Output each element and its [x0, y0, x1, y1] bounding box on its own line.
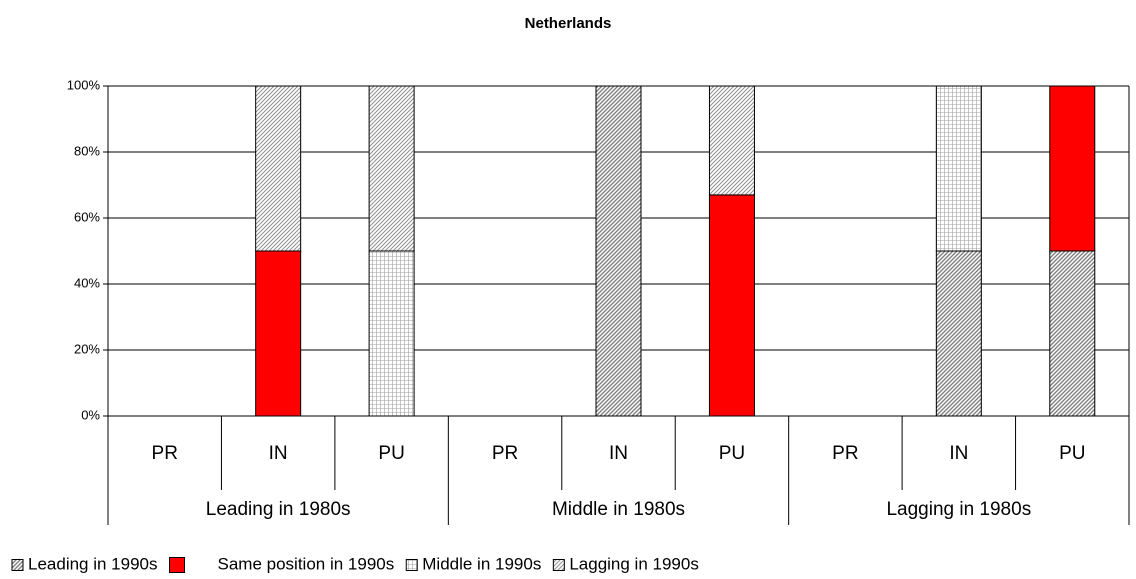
bar-segment	[368, 85, 415, 252]
bar-segment	[368, 250, 415, 417]
legend-label: Middle in 1990s	[422, 554, 541, 573]
legend-label: Leading in 1990s	[28, 554, 158, 573]
bar-segment	[255, 250, 302, 417]
chart-title: Netherlands	[525, 15, 612, 32]
bar-segment	[595, 85, 642, 417]
legend-swatch	[552, 559, 565, 571]
y-tick-label: 20%	[74, 341, 100, 356]
bar-segment	[1049, 250, 1096, 417]
bar-segment	[708, 194, 755, 417]
bar-segment	[1049, 85, 1096, 252]
legend-swatch	[169, 557, 186, 573]
y-tick-label: 100%	[67, 77, 101, 92]
x-tick-label: IN	[609, 443, 628, 464]
x-tick-label: PR	[832, 443, 858, 464]
legend-label: Same position in 1990s	[218, 554, 395, 573]
x-tick-label: IN	[949, 443, 968, 464]
x-tick-label: IN	[269, 443, 288, 464]
group-label: Lagging in 1980s	[886, 499, 1031, 520]
y-tick-label: 80%	[74, 143, 100, 158]
group-label: Middle in 1980s	[552, 499, 685, 520]
legend-swatch	[11, 559, 24, 571]
x-tick-label: PU	[719, 443, 745, 464]
bar-segment	[708, 85, 755, 196]
bar-segment	[255, 85, 302, 252]
legend-swatch	[405, 559, 418, 571]
y-tick-label: 60%	[74, 209, 100, 224]
y-tick-label: 0%	[81, 407, 100, 422]
x-tick-label: PU	[378, 443, 404, 464]
y-tick-label: 40%	[74, 275, 100, 290]
legend-label: Lagging in 1990s	[569, 554, 699, 573]
bar-segment	[935, 250, 982, 417]
group-label: Leading in 1980s	[206, 499, 351, 520]
bar-segment	[935, 85, 982, 252]
x-tick-label: PU	[1059, 443, 1085, 464]
x-tick-label: PR	[152, 443, 178, 464]
x-tick-label: PR	[492, 443, 518, 464]
